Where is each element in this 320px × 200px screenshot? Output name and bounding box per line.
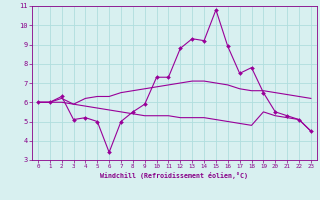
X-axis label: Windchill (Refroidissement éolien,°C): Windchill (Refroidissement éolien,°C) [100,172,248,179]
